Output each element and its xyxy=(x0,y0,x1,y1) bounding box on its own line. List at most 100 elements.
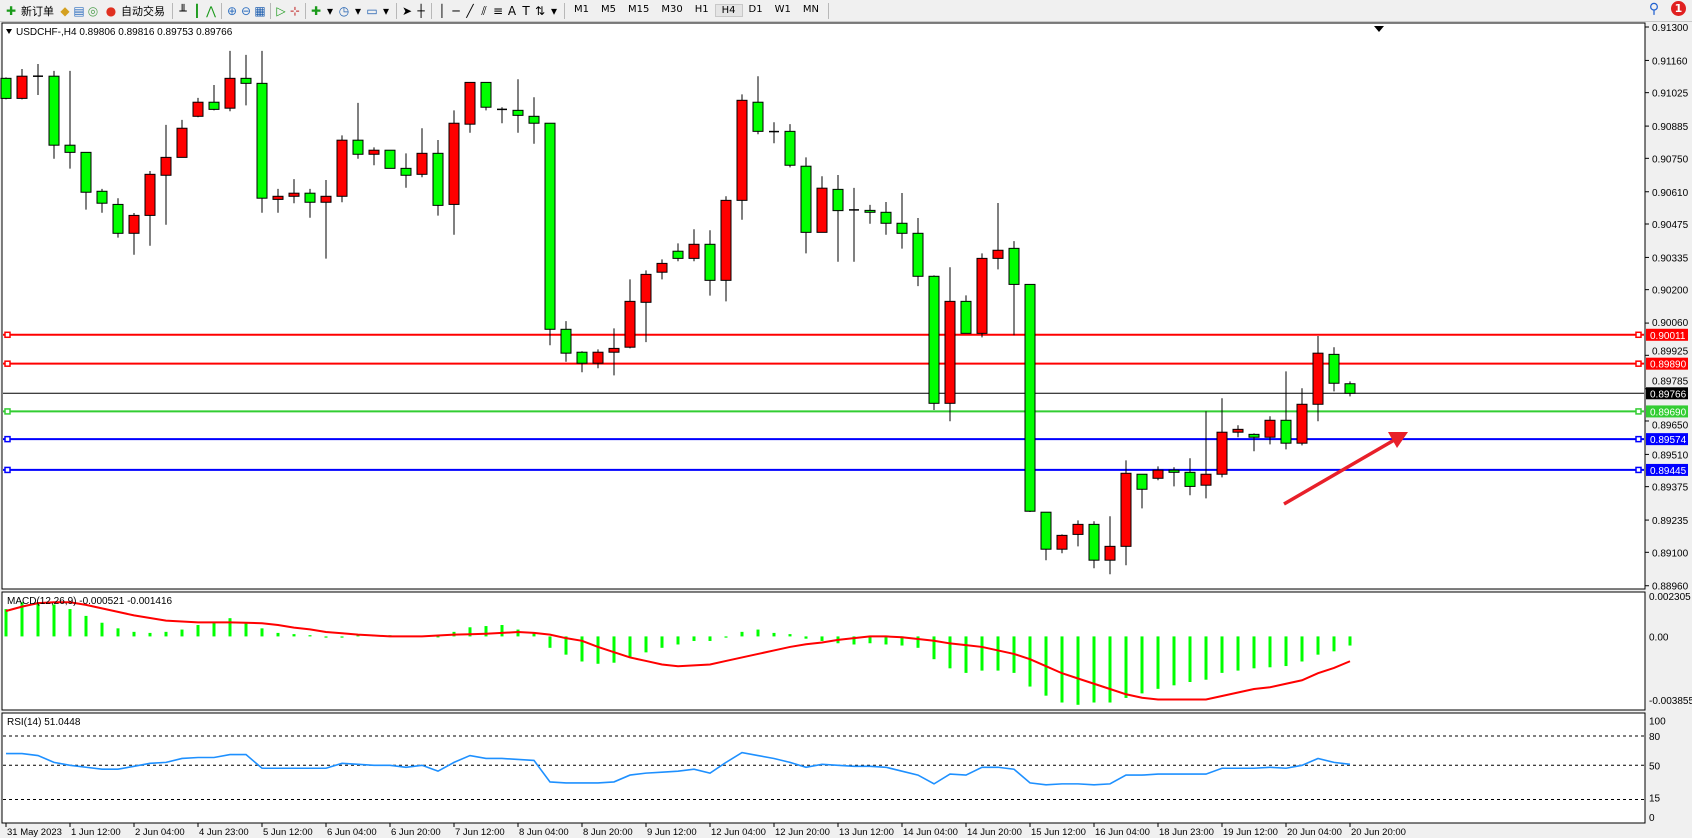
bar-chart-icon[interactable]: ╨ xyxy=(179,3,187,18)
auto-trading-icon: ● xyxy=(105,3,117,18)
zoom-in-icon[interactable]: ⊕ xyxy=(226,3,238,18)
candle-body xyxy=(416,152,428,175)
candle xyxy=(576,351,588,373)
macd-histogram-bar xyxy=(1124,636,1128,698)
chart-shift-icon[interactable]: ⊹ xyxy=(289,3,301,18)
macd-histogram-bar xyxy=(340,636,344,638)
macd-histogram-bar xyxy=(660,636,664,648)
candle xyxy=(432,139,444,216)
gold-bars-icon[interactable]: ◆ xyxy=(60,3,70,18)
macd-histogram-bar xyxy=(1076,636,1080,705)
candle xyxy=(592,349,604,369)
macd-panel[interactable] xyxy=(1,591,1646,711)
timeframe-m30[interactable]: M30 xyxy=(661,4,683,15)
timeframe-h1[interactable]: H1 xyxy=(694,4,709,15)
timeframe-m1[interactable]: M1 xyxy=(574,4,589,15)
macd-histogram-bar xyxy=(116,628,120,637)
timeframe-d1[interactable]: D1 xyxy=(748,4,763,15)
indicators-icon[interactable]: ✚ xyxy=(310,3,322,18)
candle-body xyxy=(144,173,156,216)
candle-body xyxy=(1008,247,1020,285)
fibonacci-icon[interactable]: ≡ xyxy=(492,3,504,18)
candle xyxy=(144,170,156,246)
candle xyxy=(1200,411,1212,499)
candle-body xyxy=(1104,545,1116,561)
auto-trading-button[interactable]: ● 自动交易 xyxy=(100,1,169,20)
candle-body xyxy=(1152,469,1164,479)
time-tick-label: 14 Jun 20:00 xyxy=(967,827,1022,838)
candle-body xyxy=(1200,473,1212,486)
chart-shift-marker-icon[interactable] xyxy=(1374,26,1384,32)
rsi-tick-label: 0 xyxy=(1649,813,1655,824)
time-tick-label: 31 May 2023 xyxy=(7,827,62,838)
macd-histogram-bar xyxy=(804,636,808,639)
timeframe-w1[interactable]: W1 xyxy=(774,4,791,15)
equidistant-channel-icon[interactable]: ⫽ xyxy=(481,3,487,18)
timeframe-m15[interactable]: M15 xyxy=(628,4,650,15)
signals-icon[interactable]: ◎ xyxy=(87,3,99,18)
text-icon[interactable]: A xyxy=(507,3,517,18)
macd-histogram-bar xyxy=(468,627,472,637)
candle xyxy=(560,321,572,362)
candle-body xyxy=(1120,472,1132,547)
candle xyxy=(784,124,796,168)
dropdown-arrow-icon[interactable]: ▾ xyxy=(382,3,390,18)
toolbar-divider xyxy=(172,2,173,19)
candle xyxy=(832,175,844,262)
candle-body xyxy=(512,109,524,116)
market-watch-icon[interactable]: ▤ xyxy=(73,3,85,18)
candle-body xyxy=(704,243,716,281)
timeframe-m5[interactable]: M5 xyxy=(601,4,616,15)
candle-body xyxy=(528,115,540,124)
search-icon[interactable]: ⚲ xyxy=(1648,0,1660,17)
candle-body xyxy=(1088,523,1100,561)
timeframe-h4[interactable]: H4 xyxy=(714,4,743,17)
macd-histogram-bar xyxy=(436,636,440,638)
periods-clock-icon[interactable]: ◷ xyxy=(338,3,350,18)
time-tick-label: 9 Jun 12:00 xyxy=(647,827,697,838)
price-line-label: 0.89690 xyxy=(1650,407,1687,418)
line-chart-icon[interactable]: ⋀ xyxy=(206,3,216,18)
horizontal-line-icon[interactable]: ─ xyxy=(452,3,460,18)
candle xyxy=(400,153,412,188)
macd-histogram-bar xyxy=(212,621,216,637)
new-order-label: 新订单 xyxy=(21,4,54,18)
macd-histogram-bar xyxy=(644,636,648,653)
macd-histogram-bar xyxy=(532,632,536,637)
candle xyxy=(1248,433,1260,452)
collapse-triangle-icon[interactable] xyxy=(6,29,12,34)
vertical-line-icon[interactable]: │ xyxy=(438,3,446,18)
dropdown-arrow-icon[interactable]: ▾ xyxy=(550,3,558,18)
candle-body xyxy=(352,139,364,155)
line-handle-left xyxy=(4,408,11,415)
dropdown-arrow-icon[interactable]: ▾ xyxy=(354,3,362,18)
new-order-button[interactable]: ✚ 新订单 xyxy=(0,1,58,20)
cursor-icon[interactable]: ➤ xyxy=(401,3,413,18)
timeframe-bar: M1 M5 M15 M30 H1 H4 D1 W1 MN xyxy=(568,4,825,17)
tile-windows-icon[interactable]: ▦ xyxy=(254,3,266,18)
main-chart-panel[interactable] xyxy=(1,22,1646,590)
candle xyxy=(1120,460,1132,566)
candle-body xyxy=(992,249,1004,259)
zoom-out-icon[interactable]: ⊖ xyxy=(240,3,252,18)
candle xyxy=(240,54,252,106)
timeframe-mn[interactable]: MN xyxy=(802,4,819,15)
macd-histogram-bar xyxy=(996,636,1000,671)
candle xyxy=(208,85,220,111)
crosshair-icon[interactable]: ┼ xyxy=(417,3,425,18)
templates-icon[interactable]: ▭ xyxy=(366,3,378,18)
trendline-icon[interactable]: ╱ xyxy=(466,3,474,18)
dropdown-arrow-icon[interactable]: ▾ xyxy=(326,3,334,18)
arrows-icon[interactable]: ⇅ xyxy=(534,3,546,18)
candle-body xyxy=(896,222,908,234)
candle xyxy=(33,64,43,96)
text-label-icon[interactable]: T xyxy=(522,3,530,18)
rsi-panel[interactable] xyxy=(1,712,1646,824)
macd-histogram-bar xyxy=(148,632,152,637)
notification-badge[interactable]: 1 xyxy=(1671,1,1686,16)
rsi-header: RSI(14) 51.0448 xyxy=(7,717,81,728)
candlestick-icon[interactable]: ┃ xyxy=(193,3,201,18)
candle xyxy=(1152,466,1164,481)
auto-scroll-icon[interactable]: ▷ xyxy=(276,3,286,18)
